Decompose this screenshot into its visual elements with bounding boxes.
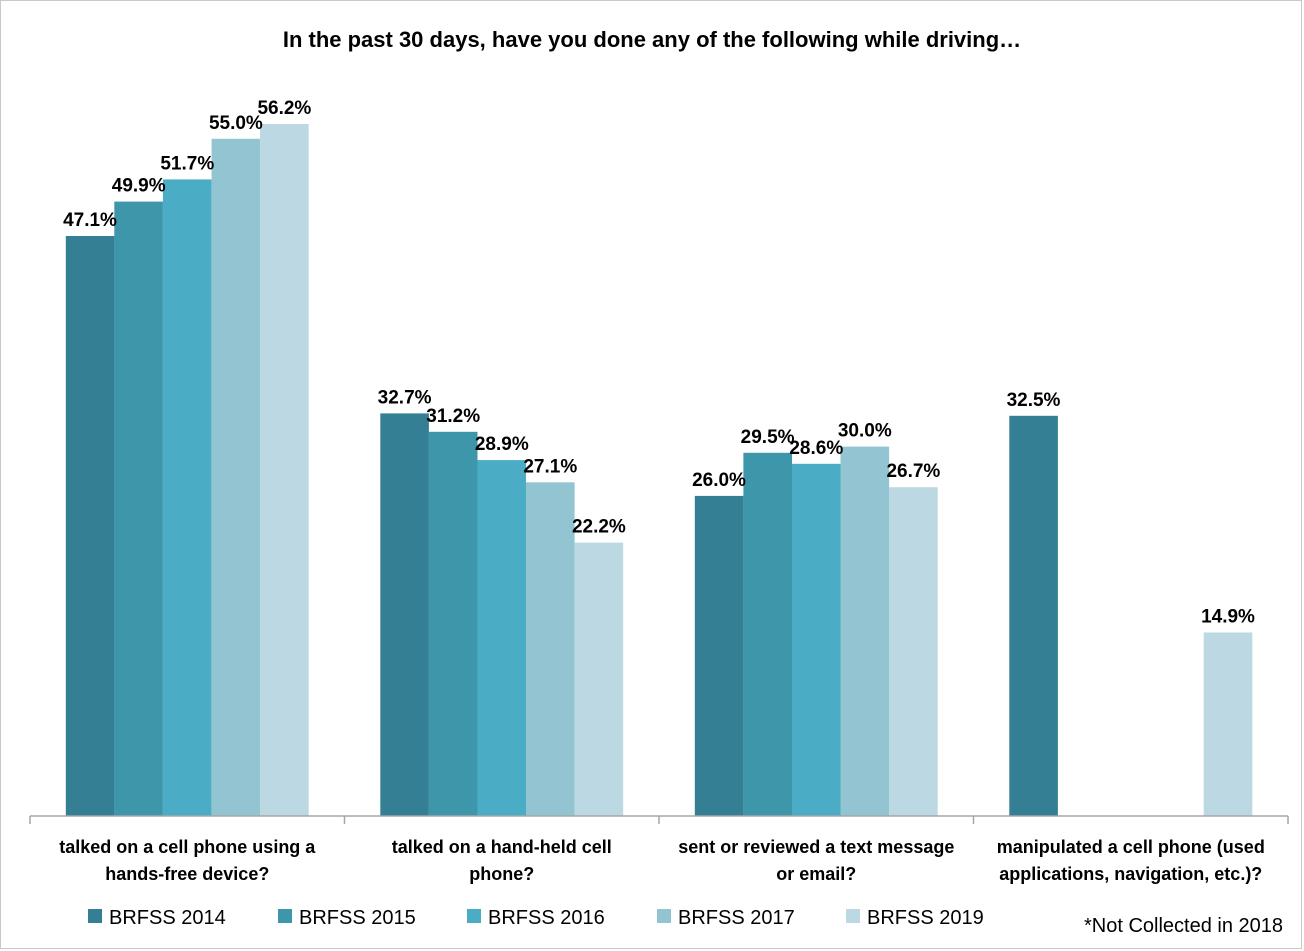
- legend-label: BRFSS 2019: [867, 907, 984, 929]
- legend-label: BRFSS 2015: [299, 907, 416, 929]
- data-label: 56.2%: [257, 98, 311, 119]
- legend-swatch: [657, 909, 671, 923]
- data-label: 30.0%: [838, 421, 892, 442]
- legend-label: BRFSS 2017: [678, 907, 795, 929]
- data-label: 28.9%: [475, 434, 529, 455]
- chart-title: In the past 30 days, have you done any o…: [283, 27, 1021, 52]
- legend-item: BRFSS 2016: [467, 907, 605, 929]
- bar: [65, 236, 115, 816]
- bar: [840, 446, 890, 816]
- data-label: 49.9%: [112, 176, 166, 197]
- legend-item: BRFSS 2017: [657, 907, 795, 929]
- data-label: 26.0%: [692, 470, 746, 491]
- bar: [694, 495, 744, 816]
- bar: [428, 431, 478, 816]
- category-label: manipulated a cell phone (used applicatio…: [997, 837, 1265, 884]
- category-label: talked on a cell phone using a hands-free…: [59, 837, 316, 884]
- data-label: 55.0%: [209, 113, 263, 134]
- bar: [743, 452, 792, 816]
- legend-item: BRFSS 2014: [88, 907, 226, 929]
- bar: [1203, 632, 1253, 816]
- data-labels-group: 47.1% 32.7% 26.0% 32.5% 49.9% 31.2% 29.5% 51.7%…: [63, 98, 1255, 628]
- data-label: 22.2%: [572, 517, 626, 538]
- data-label: 47.1%: [63, 210, 117, 231]
- data-label: 29.5%: [741, 427, 795, 448]
- footnote: *Not Collected in 2018: [1084, 915, 1283, 937]
- legend-item: BRFSS 2019: [846, 907, 984, 929]
- data-label: 27.1%: [523, 456, 577, 477]
- legend-swatch: [846, 909, 860, 923]
- bar: [889, 487, 938, 816]
- category-label: sent or reviewed a text message or email?: [678, 837, 954, 884]
- bar: [792, 463, 841, 816]
- bar: [1009, 415, 1058, 816]
- data-label: 28.6%: [789, 438, 843, 459]
- legend-swatch: [88, 909, 102, 923]
- legend: BRFSS 2014 BRFSS 2015 BRFSS 2016 BRFSS 2017…: [88, 907, 984, 929]
- category-labels-group: talked on a cell phone using a hands-free…: [59, 837, 1265, 884]
- legend-label: BRFSS 2014: [109, 907, 226, 929]
- data-label: 26.7%: [886, 461, 940, 482]
- bar: [380, 413, 429, 816]
- bar: [211, 138, 261, 817]
- x-axis: [29, 815, 1289, 824]
- data-label: 51.7%: [160, 153, 214, 174]
- legend-swatch: [278, 909, 292, 923]
- bar: [477, 460, 526, 816]
- category-label: talked on a hand-held cell phone?: [392, 837, 612, 884]
- bars-group: [65, 124, 1253, 817]
- data-label: 31.2%: [426, 406, 480, 427]
- bar: [162, 179, 212, 816]
- legend-swatch: [467, 909, 481, 923]
- bar: [526, 482, 575, 816]
- data-label: 32.7%: [378, 387, 432, 408]
- legend-item: BRFSS 2015: [278, 907, 416, 929]
- data-label: 14.9%: [1201, 607, 1255, 628]
- bar: [114, 201, 163, 817]
- legend-label: BRFSS 2016: [488, 907, 605, 929]
- bar: [260, 124, 309, 816]
- bar: [574, 542, 624, 816]
- data-label: 32.5%: [1007, 390, 1061, 411]
